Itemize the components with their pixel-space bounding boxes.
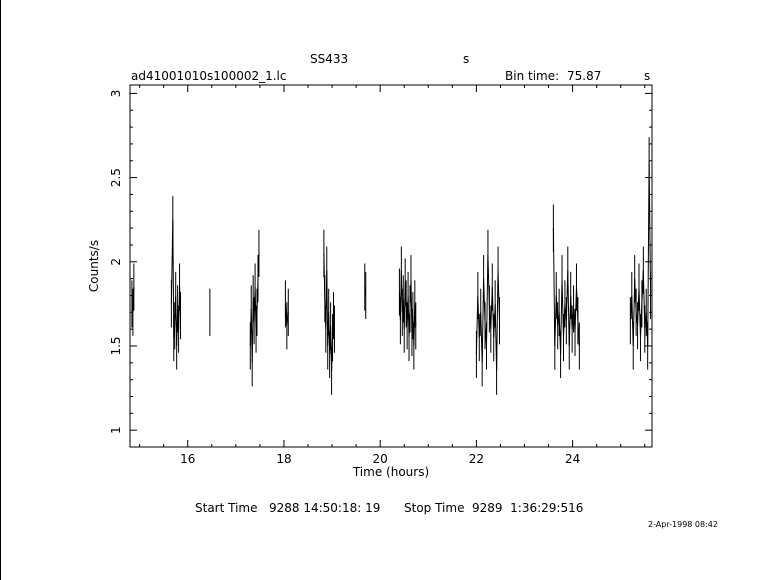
stop-time-label: Stop Time (404, 501, 465, 515)
bin-time-value: 75.87 (567, 69, 602, 83)
filename-label: ad41001010s100002_1.lc (131, 69, 287, 83)
bin-time-unit: s (644, 69, 651, 83)
y-tick-label: 2.5 (109, 168, 123, 187)
data-marks (131, 137, 652, 395)
bin-time-label: Bin time: (505, 69, 560, 83)
axis-ticks: 16 18 20 22 24 1 1.5 2 2.5 3 (109, 85, 652, 466)
y-tick-label: 1 (109, 426, 123, 434)
start-time-value: 9288 14:50:18: 19 (269, 501, 381, 515)
x-tick-label: 20 (373, 452, 388, 466)
object-title: SS433 (310, 52, 349, 66)
plot-frame (129, 84, 653, 448)
window-left-border (0, 0, 1, 580)
x-axis-label: Time (hours) (352, 465, 429, 479)
x-tick-label: 16 (180, 452, 195, 466)
x-tick-label: 22 (469, 452, 484, 466)
x-tick-label: 24 (565, 452, 580, 466)
y-tick-label: 3 (109, 90, 123, 98)
stop-time-value: 9289 1:36:29:516 (472, 501, 584, 515)
y-tick-label: 1.5 (109, 336, 123, 355)
y-axis-label: Counts/s (87, 240, 101, 292)
start-time-label: Start Time (195, 501, 258, 515)
y-tick-label: 2 (109, 258, 123, 266)
x-tick-label: 18 (276, 452, 291, 466)
object-unit: s (463, 52, 470, 66)
date-stamp: 2-Apr-1998 08:42 (648, 520, 718, 529)
